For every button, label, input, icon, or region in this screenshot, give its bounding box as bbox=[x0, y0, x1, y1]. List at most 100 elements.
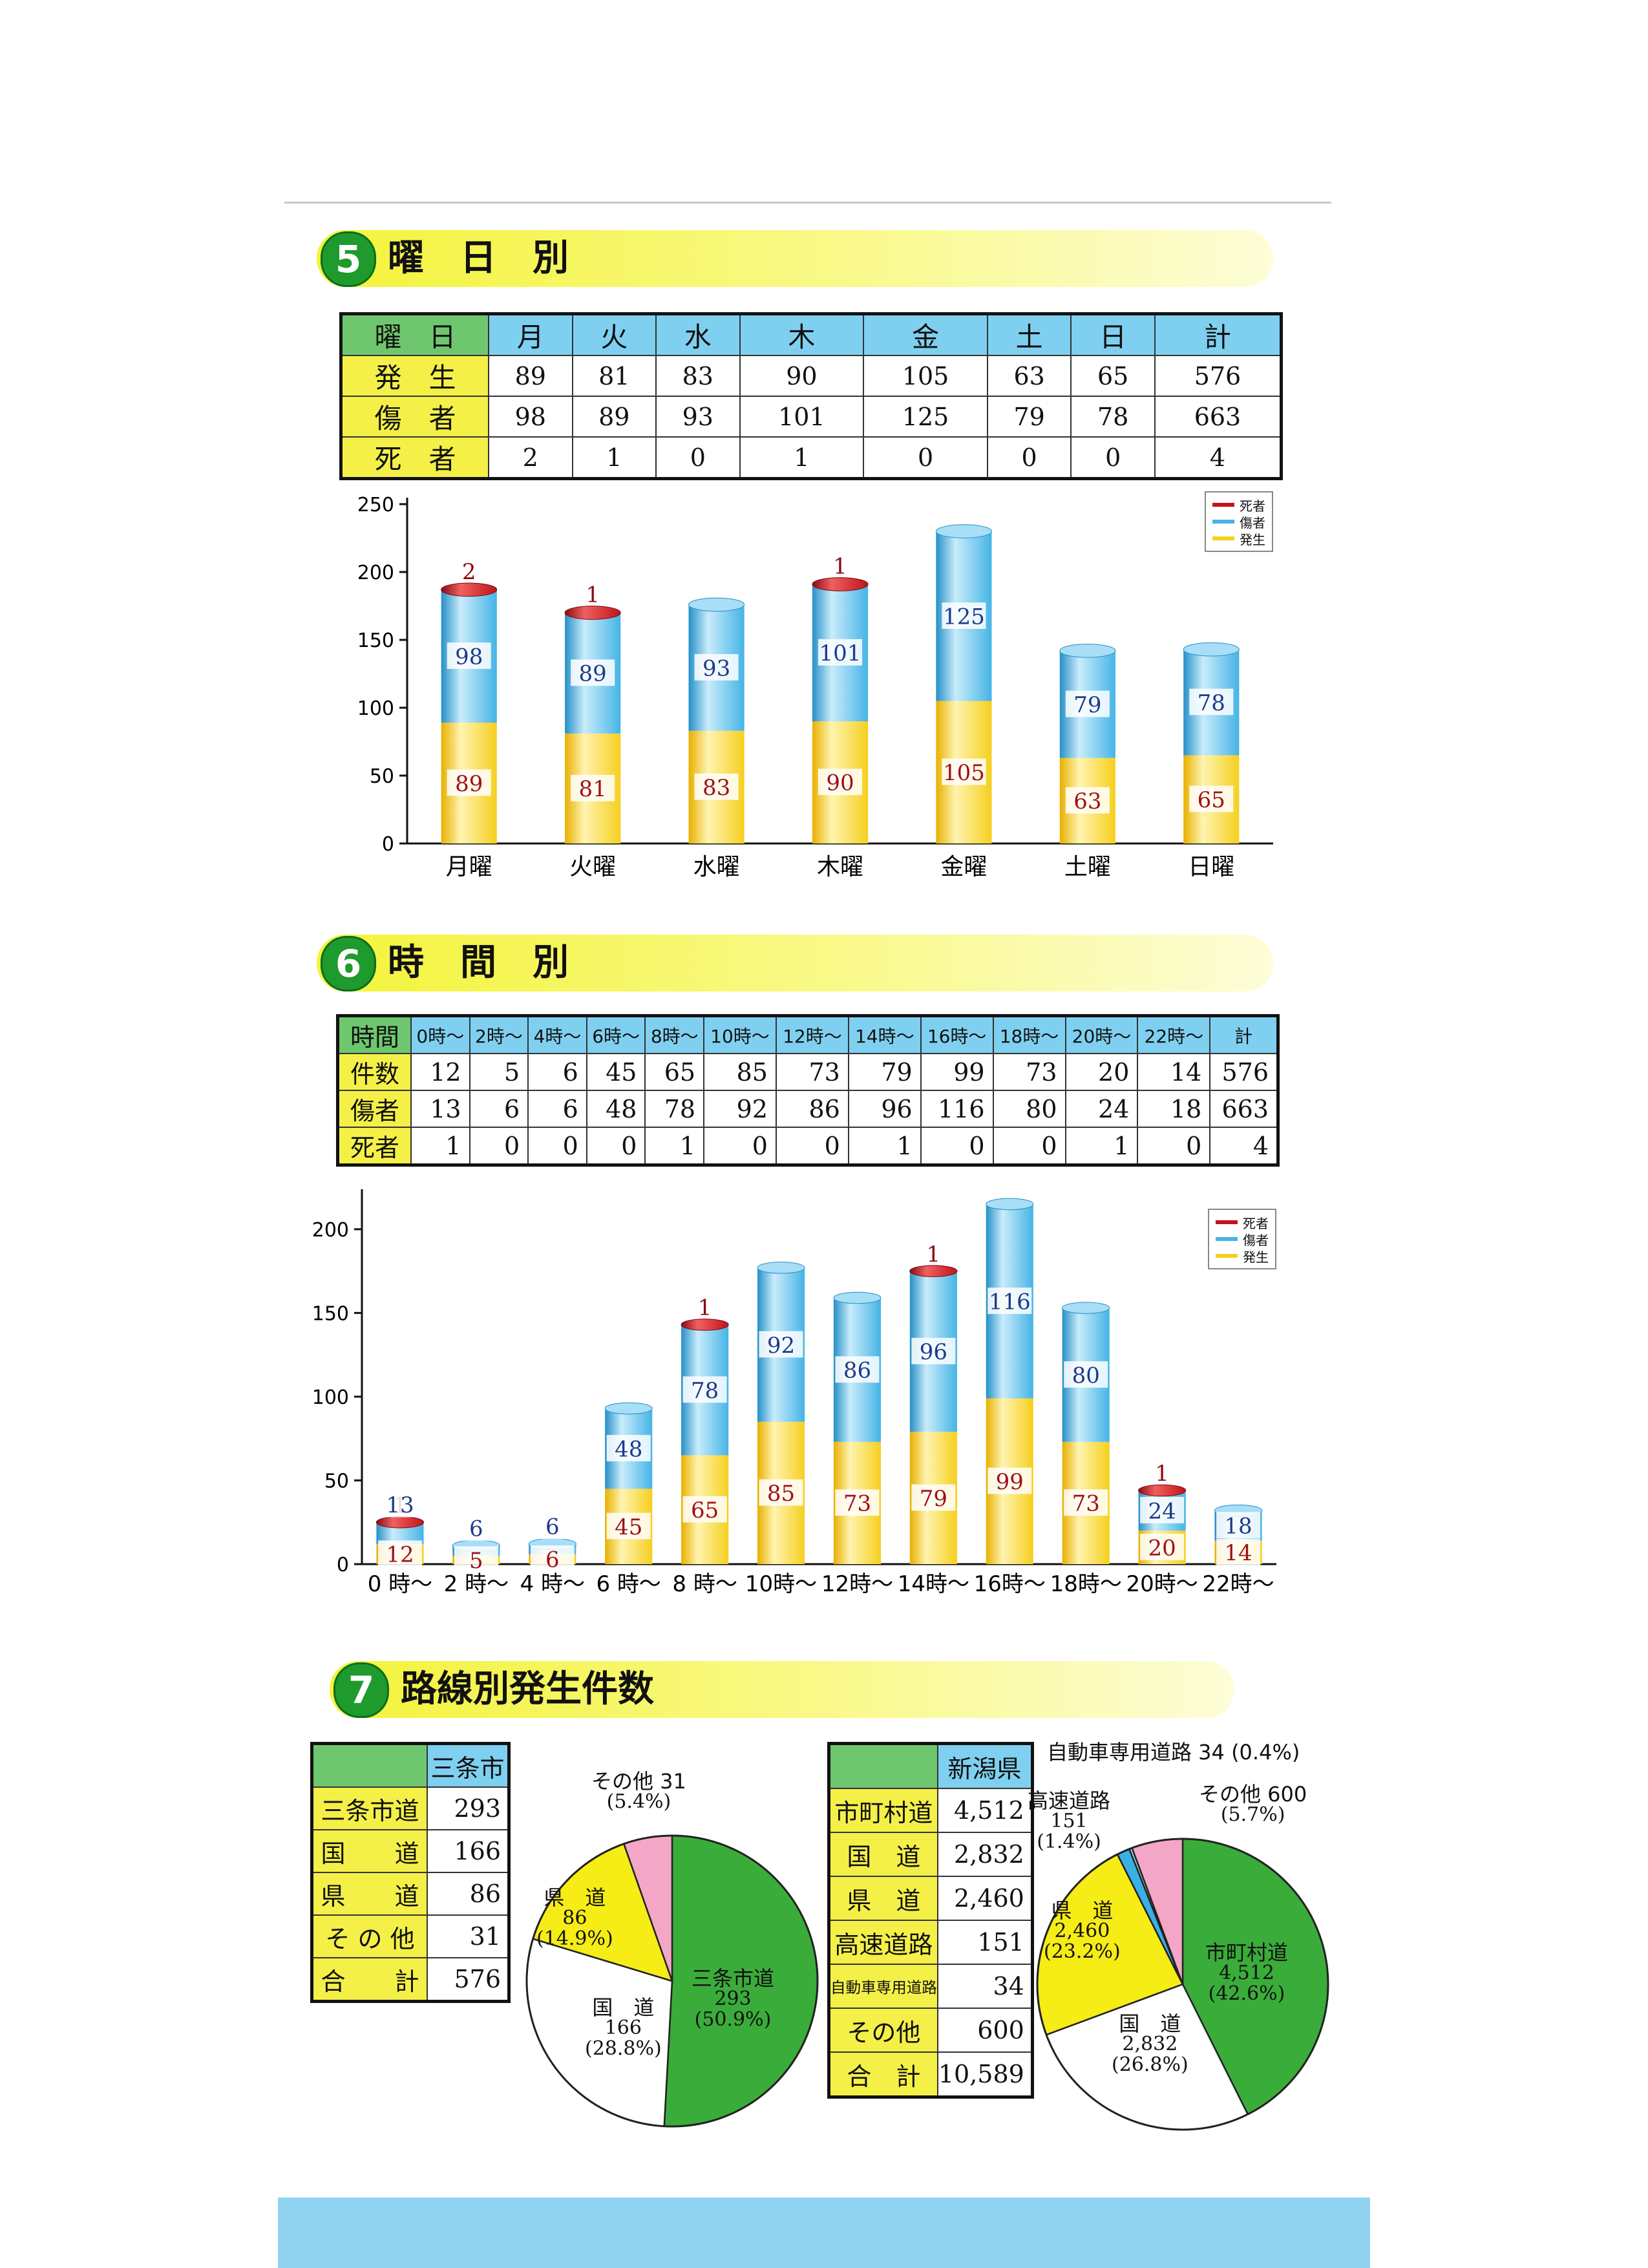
label-backdrop bbox=[447, 642, 491, 669]
column-header: 12時〜 bbox=[775, 1015, 849, 1054]
table-cell: 14 bbox=[1137, 1053, 1211, 1091]
table-cell: 93 bbox=[655, 396, 741, 438]
legend-swatch bbox=[1212, 520, 1234, 524]
pie-svg bbox=[1036, 1838, 1329, 2131]
pie-outline bbox=[525, 1834, 819, 2128]
table-cell: 48 bbox=[586, 1090, 646, 1128]
section-7-header bbox=[330, 1661, 1234, 1718]
top-rule bbox=[284, 202, 1331, 204]
table-cell: 96 bbox=[847, 1090, 922, 1128]
niigata-route-table: 新潟県 市町村道 4,512 国 道 2,832 県 道 2,460 高速道路 151 自動車専用… bbox=[827, 1742, 1034, 2099]
pie-label-percent: (50.9%) bbox=[694, 2008, 772, 2031]
x-tick-label: 12時〜 bbox=[821, 1571, 893, 1597]
label-backdrop bbox=[1189, 785, 1234, 812]
table-cell: 13 bbox=[410, 1090, 470, 1128]
pie-label-percent: (5.4%) bbox=[606, 1790, 671, 1813]
pie-label-percent: (5.7%) bbox=[1220, 1803, 1285, 1826]
label-backdrop bbox=[694, 773, 739, 800]
row-label: 合 計 bbox=[828, 2051, 938, 2098]
table-cell: 0 bbox=[992, 1127, 1066, 1166]
sanjo-route-table: 三条市 三条市道 293 国 道 166 県 道 86 そ の 他 31 合 計 576 bbox=[310, 1742, 511, 2003]
row-label: 市町村道 bbox=[828, 1788, 938, 1833]
chart-legend: 死者 傷者 発生 bbox=[1208, 1209, 1276, 1269]
table-header-row: 曜 日月火水木金土日計 bbox=[340, 313, 1282, 356]
row-label: 国 道 bbox=[828, 1832, 938, 1877]
injured-value-label: 78 bbox=[1198, 690, 1225, 716]
table-cell: 576 bbox=[1209, 1053, 1279, 1091]
label-backdrop bbox=[682, 1496, 727, 1523]
occurrence-value-label: 5 bbox=[469, 1548, 483, 1574]
table-cell: 151 bbox=[936, 1920, 1033, 1965]
table-header-row: 時間 0時〜 2時〜 4時〜 6時〜 8時〜 10時〜 12時〜 14時〜 16時〜 18時〜 20時… bbox=[337, 1015, 1279, 1054]
table-cell: 98 bbox=[488, 396, 573, 438]
occurrence-value-label: 83 bbox=[703, 775, 730, 801]
pie-label-name: 自動車専用道路 34 (0.4%) bbox=[1047, 1740, 1300, 1765]
table-row: その他 600 bbox=[828, 2008, 1033, 2053]
table-cell: 63 bbox=[986, 355, 1072, 397]
table-cell: 576 bbox=[427, 1957, 510, 2002]
table-cell: 4,512 bbox=[936, 1788, 1033, 1833]
table-row: 国 道 166 bbox=[311, 1829, 510, 1873]
table-cell: 1 bbox=[571, 436, 657, 480]
table-cell: 86 bbox=[427, 1872, 510, 1916]
table-cell: 0 bbox=[655, 436, 741, 480]
table-cell: 1 bbox=[739, 436, 865, 480]
pie-label-value: 151 bbox=[1050, 1810, 1088, 1832]
legend-swatch bbox=[1212, 503, 1234, 507]
label-backdrop bbox=[377, 1490, 422, 1518]
pie-label-name: 県 道 bbox=[544, 1885, 606, 1910]
pie-label-value: 293 bbox=[714, 1987, 752, 2010]
column-header: 木 bbox=[739, 313, 865, 356]
label-backdrop bbox=[1065, 690, 1110, 717]
column-header: 火 bbox=[571, 313, 657, 356]
label-backdrop bbox=[1065, 787, 1110, 814]
occurrence-value-label: 105 bbox=[943, 760, 985, 786]
label-backdrop bbox=[694, 653, 739, 681]
label-backdrop bbox=[835, 1489, 880, 1516]
column-header: 金 bbox=[863, 313, 988, 356]
table-cell: 293 bbox=[427, 1786, 510, 1830]
occurrence-value-label: 65 bbox=[691, 1498, 719, 1523]
legend-label: 発生 bbox=[1240, 531, 1265, 547]
legend-item-injured: 傷者 bbox=[1216, 1231, 1269, 1248]
table-corner bbox=[828, 1743, 938, 1789]
x-tick-label: 日曜 bbox=[1188, 854, 1234, 880]
pie-label-value: 166 bbox=[604, 2017, 642, 2039]
pie-label-percent: (28.8%) bbox=[585, 2037, 662, 2060]
section-5-title: 曜 日 別 bbox=[388, 237, 569, 279]
injured-value-label: 13 bbox=[386, 1492, 414, 1518]
bar-deaths-cap bbox=[812, 577, 869, 591]
column-header: 新潟県 bbox=[936, 1743, 1033, 1789]
label-backdrop bbox=[454, 1546, 498, 1573]
niigata-pie-chart: 市町村道 4,512 (42.6%) 国 道 2,832 (26.8%) 県 道 2,460(… bbox=[1024, 1740, 1347, 2133]
row-label: 合 計 bbox=[311, 1957, 428, 2002]
legend-label: 発生 bbox=[1243, 1249, 1269, 1265]
legend-item-deaths: 死者 bbox=[1212, 496, 1265, 514]
table-cell: 2,832 bbox=[936, 1832, 1033, 1877]
section-5-header bbox=[317, 230, 1273, 287]
table-cell: 663 bbox=[1209, 1090, 1279, 1128]
x-tick-label: 4 時〜 bbox=[520, 1571, 585, 1597]
pie-label-name: 国 道 bbox=[592, 1995, 655, 2020]
chart-svg: 0 50 100 150 200 250 月曜 2 98 89 火曜 1 89 81 水曜 93 83 木曜 1 10… bbox=[357, 494, 1273, 880]
x-tick-label: 水曜 bbox=[693, 854, 740, 880]
table-cell: 0 bbox=[703, 1127, 777, 1166]
table-row: 県 道 2,460 bbox=[828, 1876, 1033, 1921]
table-cell: 12 bbox=[410, 1053, 470, 1091]
injured-value-label: 18 bbox=[1224, 1514, 1252, 1540]
x-tick-label: 金曜 bbox=[940, 854, 987, 880]
pie-label-name: 国 道 bbox=[1119, 2011, 1181, 2036]
pie-label-percent: (1.4%) bbox=[1037, 1830, 1101, 1853]
weekday-chart: 0 50 100 150 200 250 月曜 2 98 89 火曜 1 89 81 水曜 93 83 木曜 1 10… bbox=[343, 491, 1286, 911]
column-header: 8時〜 bbox=[644, 1015, 705, 1054]
table-header-row: 新潟県 bbox=[828, 1743, 1033, 1789]
label-backdrop bbox=[988, 1288, 1032, 1314]
row-label: 傷 者 bbox=[340, 396, 489, 438]
table-cell: 125 bbox=[863, 396, 988, 438]
legend-swatch bbox=[1216, 1254, 1238, 1258]
bar-top-cap bbox=[935, 524, 993, 538]
pie-slice-label: 国 道 166 (28.8%) bbox=[585, 1997, 662, 2059]
